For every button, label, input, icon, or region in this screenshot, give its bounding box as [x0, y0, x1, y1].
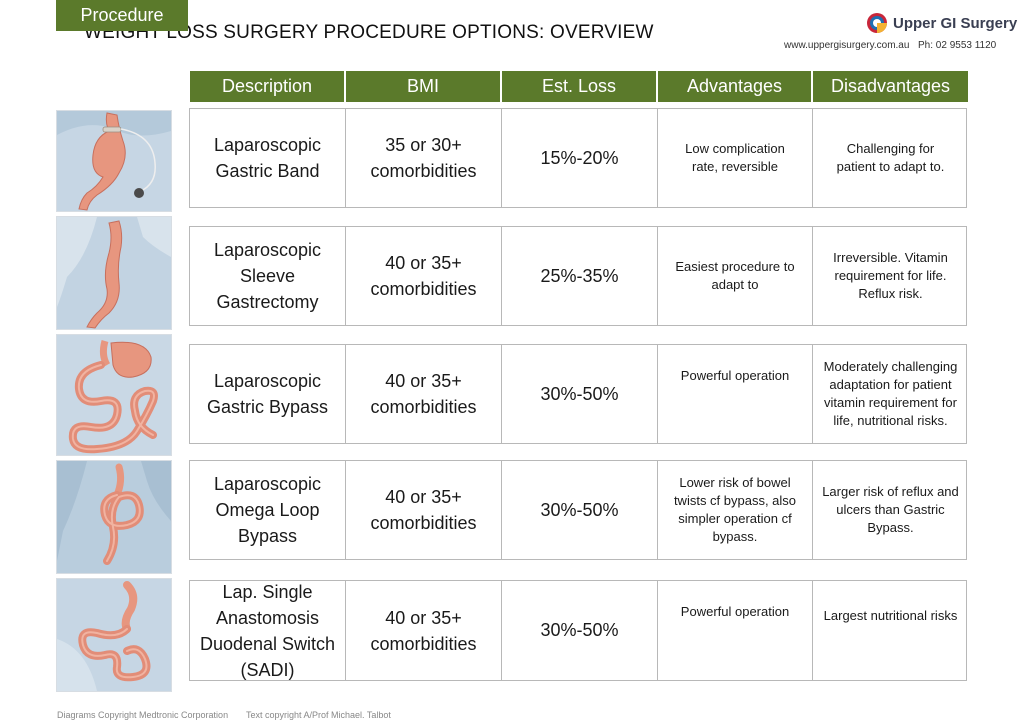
disadvantages-cell: Larger risk of reflux and ulcers than Ga… — [822, 484, 959, 535]
footer-diagrams-copyright: Diagrams Copyright Medtronic Corporation — [57, 710, 229, 720]
advantages-cell: Powerful operation — [658, 345, 813, 443]
col-header-est-loss: Est. Loss — [502, 71, 656, 102]
disadvantages-cell: Largest nutritional risks — [823, 608, 958, 623]
sadi-illustration — [56, 578, 172, 692]
brand-logo-icon — [867, 13, 887, 33]
advantages-cell: Low complication rate, reversible — [658, 109, 813, 207]
description-cell: Laparoscopic Gastric Band — [190, 109, 346, 207]
advantages-cell: Lower risk of bowel twists cf bypass, al… — [658, 461, 813, 559]
advantages-cell: Powerful operation — [658, 581, 813, 680]
est-loss-cell: 30%-50% — [502, 581, 658, 680]
col-header-disadvantages: Disadvantages — [813, 71, 968, 102]
page-title: WEIGHT LOSS SURGERY PROCEDURE OPTIONS: O… — [84, 22, 654, 43]
table-row: Laparoscopic Gastric Band 35 or 30+ como… — [189, 108, 967, 208]
gastric-bypass-illustration — [56, 334, 172, 456]
col-header-description: Description — [190, 71, 344, 102]
brand: Upper GI Surgery — [866, 12, 1017, 34]
col-header-procedure: Procedure — [56, 0, 188, 31]
omega-loop-bypass-illustration — [56, 460, 172, 574]
description-cell: Laparoscopic Gastric Bypass — [190, 345, 346, 443]
advantages-cell: Easiest procedure to adapt to — [658, 227, 813, 325]
footer-text-copyright: Text copyright A/Prof Michael. Talbot — [246, 710, 391, 720]
description-cell: Lap. Single Anastomosis Duodenal Switch … — [190, 581, 346, 680]
bmi-cell: 40 or 35+ comorbidities — [346, 581, 502, 680]
est-loss-cell: 15%-20% — [502, 109, 658, 207]
bmi-cell: 35 or 30+ comorbidities — [346, 109, 502, 207]
disadvantages-cell: Moderately challenging adaptation for pa… — [823, 359, 958, 428]
bmi-cell: 40 or 35+ comorbidities — [346, 345, 502, 443]
bmi-cell: 40 or 35+ comorbidities — [346, 461, 502, 559]
bmi-cell: 40 or 35+ comorbidities — [346, 227, 502, 325]
table-row: Laparoscopic Sleeve Gastrectomy 40 or 35… — [189, 226, 967, 326]
est-loss-cell: 25%-35% — [502, 227, 658, 325]
est-loss-cell: 30%-50% — [502, 345, 658, 443]
description-cell: Laparoscopic Sleeve Gastrectomy — [190, 227, 346, 325]
col-header-advantages: Advantages — [658, 71, 811, 102]
brand-url[interactable]: www.uppergisurgery.com.au — [784, 40, 910, 51]
table-row: Laparoscopic Gastric Bypass 40 or 35+ co… — [189, 344, 967, 444]
sleeve-gastrectomy-illustration — [56, 216, 172, 330]
brand-phone: Ph: 02 9553 1120 — [918, 40, 997, 51]
table-row: Laparoscopic Omega Loop Bypass 40 or 35+… — [189, 460, 967, 560]
description-cell: Laparoscopic Omega Loop Bypass — [190, 461, 346, 559]
col-header-bmi: BMI — [346, 71, 500, 102]
est-loss-cell: 30%-50% — [502, 461, 658, 559]
disadvantages-cell: Irreversible. Vitamin requirement for li… — [833, 250, 948, 301]
disadvantages-cell: Challenging for patient to adapt to. — [836, 141, 945, 174]
table-row: Lap. Single Anastomosis Duodenal Switch … — [189, 580, 967, 681]
gastric-band-illustration — [56, 110, 172, 212]
brand-name: Upper GI Surgery — [893, 14, 1018, 32]
